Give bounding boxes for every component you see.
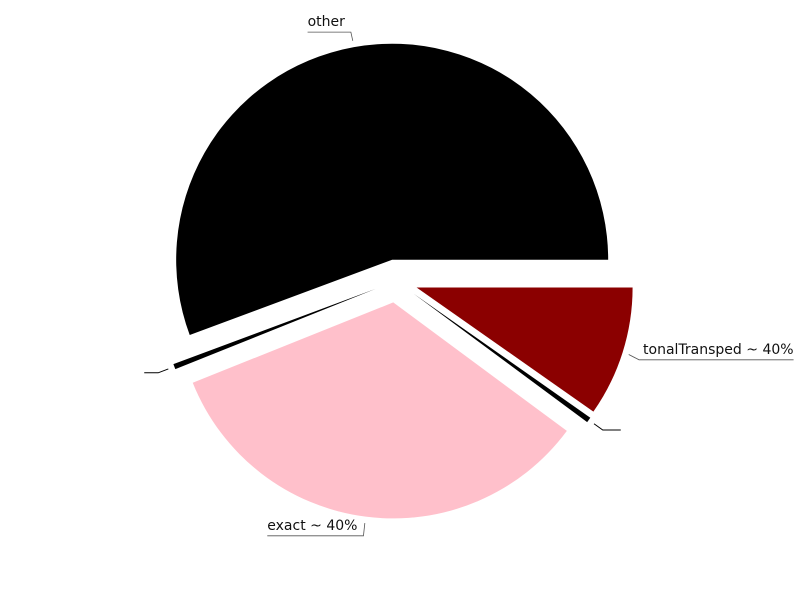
pie-slice-unlabeled-1 bbox=[173, 288, 376, 370]
slices-layer bbox=[173, 43, 633, 519]
leader-line-exact-40 bbox=[267, 523, 366, 537]
leader-line-unlabeled-1 bbox=[144, 368, 169, 374]
labels-layer: other exact ~ 40% tonalTransped ~ 40% bbox=[144, 14, 794, 537]
pie-slice-exact-40 bbox=[192, 302, 567, 519]
leader-line-tonaltransped-40 bbox=[628, 354, 794, 361]
pie-slice-tonaltransped-40 bbox=[416, 287, 633, 412]
pie-slice-unlabeled-3 bbox=[413, 293, 591, 423]
slice-label-exact-40: exact ~ 40% bbox=[267, 518, 357, 534]
leader-line-unlabeled-3 bbox=[593, 423, 621, 431]
leader-line-other bbox=[307, 31, 354, 41]
pie-slice-other bbox=[176, 43, 609, 336]
slice-label-tonaltransped-40: tonalTransped ~ 40% bbox=[643, 342, 794, 358]
slice-label-other: other bbox=[308, 14, 346, 30]
